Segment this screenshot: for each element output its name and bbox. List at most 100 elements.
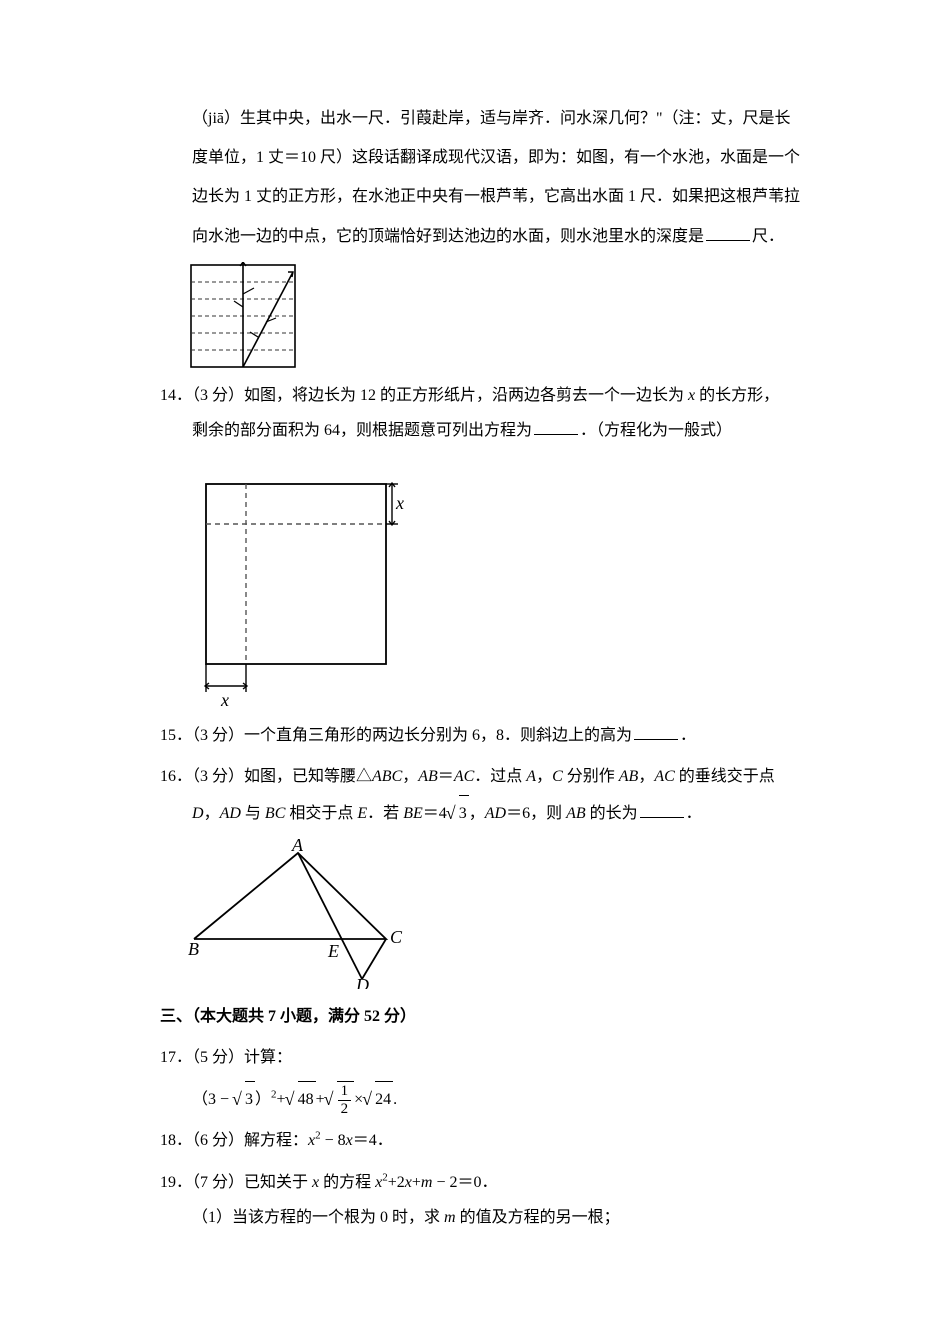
q15-blank bbox=[634, 724, 678, 740]
q17-sqrt-half: 12 bbox=[325, 1081, 355, 1117]
question-16: 16．（3 分）如图，已知等腰△ABC，AB＝AC．过点 A，C 分别作 AB，… bbox=[160, 759, 800, 988]
q16-2c: 与 bbox=[241, 805, 265, 822]
q16-1a: 16．（3 分）如图，已知等腰△ bbox=[160, 768, 372, 785]
q16-1b: ， bbox=[402, 768, 418, 785]
q13-figure bbox=[188, 262, 800, 370]
q16-rad3: 3 bbox=[459, 795, 469, 831]
q13-line2: 度单位，1 丈＝10 尺）这段话翻译成现代汉语，即为：如图，有一个水池，水面是一… bbox=[160, 140, 800, 175]
q17-b: ） bbox=[255, 1091, 271, 1108]
q16-ac2: AC bbox=[654, 768, 674, 785]
q13-line1: （jiā）生其中央，出水一尺．引葭赴岸，适与岸齐．问水深几何？"（注：丈，尺是长 bbox=[160, 101, 800, 136]
q18-b: − 8 bbox=[321, 1132, 346, 1149]
q19-1d: + bbox=[412, 1174, 421, 1191]
q19-1a: 19．（7 分）已知关于 bbox=[160, 1174, 312, 1191]
q16-ab2: AB bbox=[619, 768, 639, 785]
q14-l2b: ．（方程化为一般式） bbox=[580, 422, 732, 439]
question-17: 17．（5 分）计算： （3 − 3）2+48+12×24. bbox=[160, 1040, 800, 1118]
question-15: 15．（3 分）一个直角三角形的两边长分别为 6，8．则斜边上的高为 ． bbox=[160, 718, 800, 753]
q17-sqrt3: 3 bbox=[233, 1081, 255, 1117]
svg-text:x: x bbox=[395, 493, 404, 513]
q17-rad48: 48 bbox=[298, 1081, 316, 1117]
q16-line1: 16．（3 分）如图，已知等腰△ABC，AB＝AC．过点 A，C 分别作 AB，… bbox=[160, 759, 800, 794]
q16-blank bbox=[640, 802, 684, 818]
q17-expression: （3 − 3）2+48+12×24. bbox=[160, 1081, 800, 1117]
q14-line2: 剩余的部分面积为 64，则根据题意可列出方程为 ．（方程化为一般式） bbox=[160, 413, 800, 448]
q14-l1b: 的长方形， bbox=[695, 387, 779, 404]
q15-line: 15．（3 分）一个直角三角形的两边长分别为 6，8．则斜边上的高为 ． bbox=[160, 718, 800, 753]
q16-ad: AD bbox=[220, 805, 241, 822]
q16-ab: AB bbox=[418, 768, 438, 785]
q15-b: ． bbox=[680, 727, 696, 744]
q16-2f: ＝4 bbox=[423, 805, 447, 822]
q18-a: 18．（6 分）解方程： bbox=[160, 1132, 308, 1149]
q13-blank bbox=[706, 225, 750, 241]
q17-den: 2 bbox=[338, 1101, 352, 1118]
q16-1g: 的垂线交于点 bbox=[675, 768, 775, 785]
q16-1f: ， bbox=[638, 768, 654, 785]
q14-line1: 14．（3 分）如图，将边长为 12 的正方形纸片，沿两边各剪去一个一边长为 x… bbox=[160, 378, 800, 413]
q18-x2: x bbox=[346, 1132, 353, 1149]
q19-1c: +2 bbox=[388, 1174, 405, 1191]
q16-ac: AC bbox=[454, 768, 474, 785]
q13-line3: 边长为 1 丈的正方形，在水池正中央有一根芦苇，它高出水面 1 尺．如果把这根芦… bbox=[160, 179, 800, 214]
q19-x3: x bbox=[405, 1174, 412, 1191]
q16-1e: 分别作 bbox=[563, 768, 619, 785]
svg-text:A: A bbox=[291, 839, 304, 855]
q16-2e: ．若 bbox=[367, 805, 403, 822]
q16-A: A bbox=[526, 768, 536, 785]
question-14: 14．（3 分）如图，将边长为 12 的正方形纸片，沿两边各剪去一个一边长为 x… bbox=[160, 378, 800, 710]
q19-m: m bbox=[421, 1174, 433, 1191]
q17-sqrt24: 24 bbox=[363, 1081, 393, 1117]
q14-figure: x x bbox=[188, 456, 800, 710]
q16-2d: 相交于点 bbox=[285, 805, 357, 822]
q19-2a: （1）当该方程的一个根为 0 时，求 bbox=[192, 1209, 444, 1226]
q16-be: BE bbox=[403, 805, 423, 822]
q16-ab3: AB bbox=[566, 805, 586, 822]
q13-l4a: 向水池一边的中点，它的顶端恰好到达池边的水面，则水池里水的深度是 bbox=[192, 228, 704, 245]
q17-sqrt48: 48 bbox=[286, 1081, 316, 1117]
q14-l2a: 剩余的部分面积为 64，则根据题意可列出方程为 bbox=[192, 422, 532, 439]
q18-line: 18．（6 分）解方程：x2 − 8x＝4． bbox=[160, 1123, 800, 1158]
q19-line2: （1）当该方程的一个根为 0 时，求 m 的值及方程的另一根； bbox=[160, 1200, 800, 1235]
q17-rad24: 24 bbox=[375, 1081, 393, 1117]
q13-l4b: 尺． bbox=[752, 228, 784, 245]
q16-2b: ， bbox=[204, 805, 220, 822]
q18-c: ＝4． bbox=[353, 1132, 393, 1149]
q16-line2: D，AD 与 BC 相交于点 E．若 BE＝43，AD＝6，则 AB 的长为． bbox=[160, 795, 800, 831]
q17-a: （3 − bbox=[192, 1091, 233, 1108]
q13-line4: 向水池一边的中点，它的顶端恰好到达池边的水面，则水池里水的深度是 尺． bbox=[160, 219, 800, 254]
q16-2i: 的长为 bbox=[586, 805, 638, 822]
q16-abc: ABC bbox=[372, 768, 402, 785]
q16-D: D bbox=[192, 805, 204, 822]
q17-num: 1 bbox=[338, 1083, 352, 1101]
q16-E: E bbox=[357, 805, 367, 822]
q16-1c: ．过点 bbox=[474, 768, 526, 785]
q16-figure: A B C E D bbox=[188, 839, 800, 989]
question-18: 18．（6 分）解方程：x2 − 8x＝4． bbox=[160, 1123, 800, 1158]
q19-2b: 的值及方程的另一根； bbox=[456, 1209, 620, 1226]
svg-text:B: B bbox=[188, 939, 199, 959]
q16-2h: ＝6，则 bbox=[506, 805, 566, 822]
q19-1b: 的方程 bbox=[319, 1174, 375, 1191]
q17-rad3: 3 bbox=[245, 1081, 255, 1117]
question-13-continuation: （jiā）生其中央，出水一尺．引葭赴岸，适与岸齐．问水深几何？"（注：丈，尺是长… bbox=[160, 101, 800, 370]
q17-header: 17．（5 分）计算： bbox=[160, 1040, 800, 1075]
q17-frac: 12 bbox=[338, 1083, 352, 1117]
q16-1d: ， bbox=[536, 768, 552, 785]
section-3-title: 三、（本大题共 7 小题，满分 52 分） bbox=[160, 999, 800, 1034]
svg-text:x: x bbox=[220, 690, 229, 710]
svg-text:C: C bbox=[390, 927, 403, 947]
q17-dot: . bbox=[393, 1091, 397, 1108]
q19-line1: 19．（7 分）已知关于 x 的方程 x2+2x+m − 2＝0． bbox=[160, 1165, 800, 1200]
q16-eq: ＝ bbox=[438, 768, 454, 785]
q19-1e: − 2＝0． bbox=[432, 1174, 497, 1191]
q14-blank bbox=[534, 419, 578, 435]
q16-C: C bbox=[552, 768, 563, 785]
svg-text:D: D bbox=[355, 975, 369, 989]
q19-m2: m bbox=[444, 1209, 456, 1226]
q16-bc: BC bbox=[265, 805, 285, 822]
q16-2j: ． bbox=[686, 805, 702, 822]
q15-a: 15．（3 分）一个直角三角形的两边长分别为 6，8．则斜边上的高为 bbox=[160, 727, 632, 744]
q14-l1a: 14．（3 分）如图，将边长为 12 的正方形纸片，沿两边各剪去一个一边长为 bbox=[160, 387, 688, 404]
q16-2g: ， bbox=[469, 805, 485, 822]
